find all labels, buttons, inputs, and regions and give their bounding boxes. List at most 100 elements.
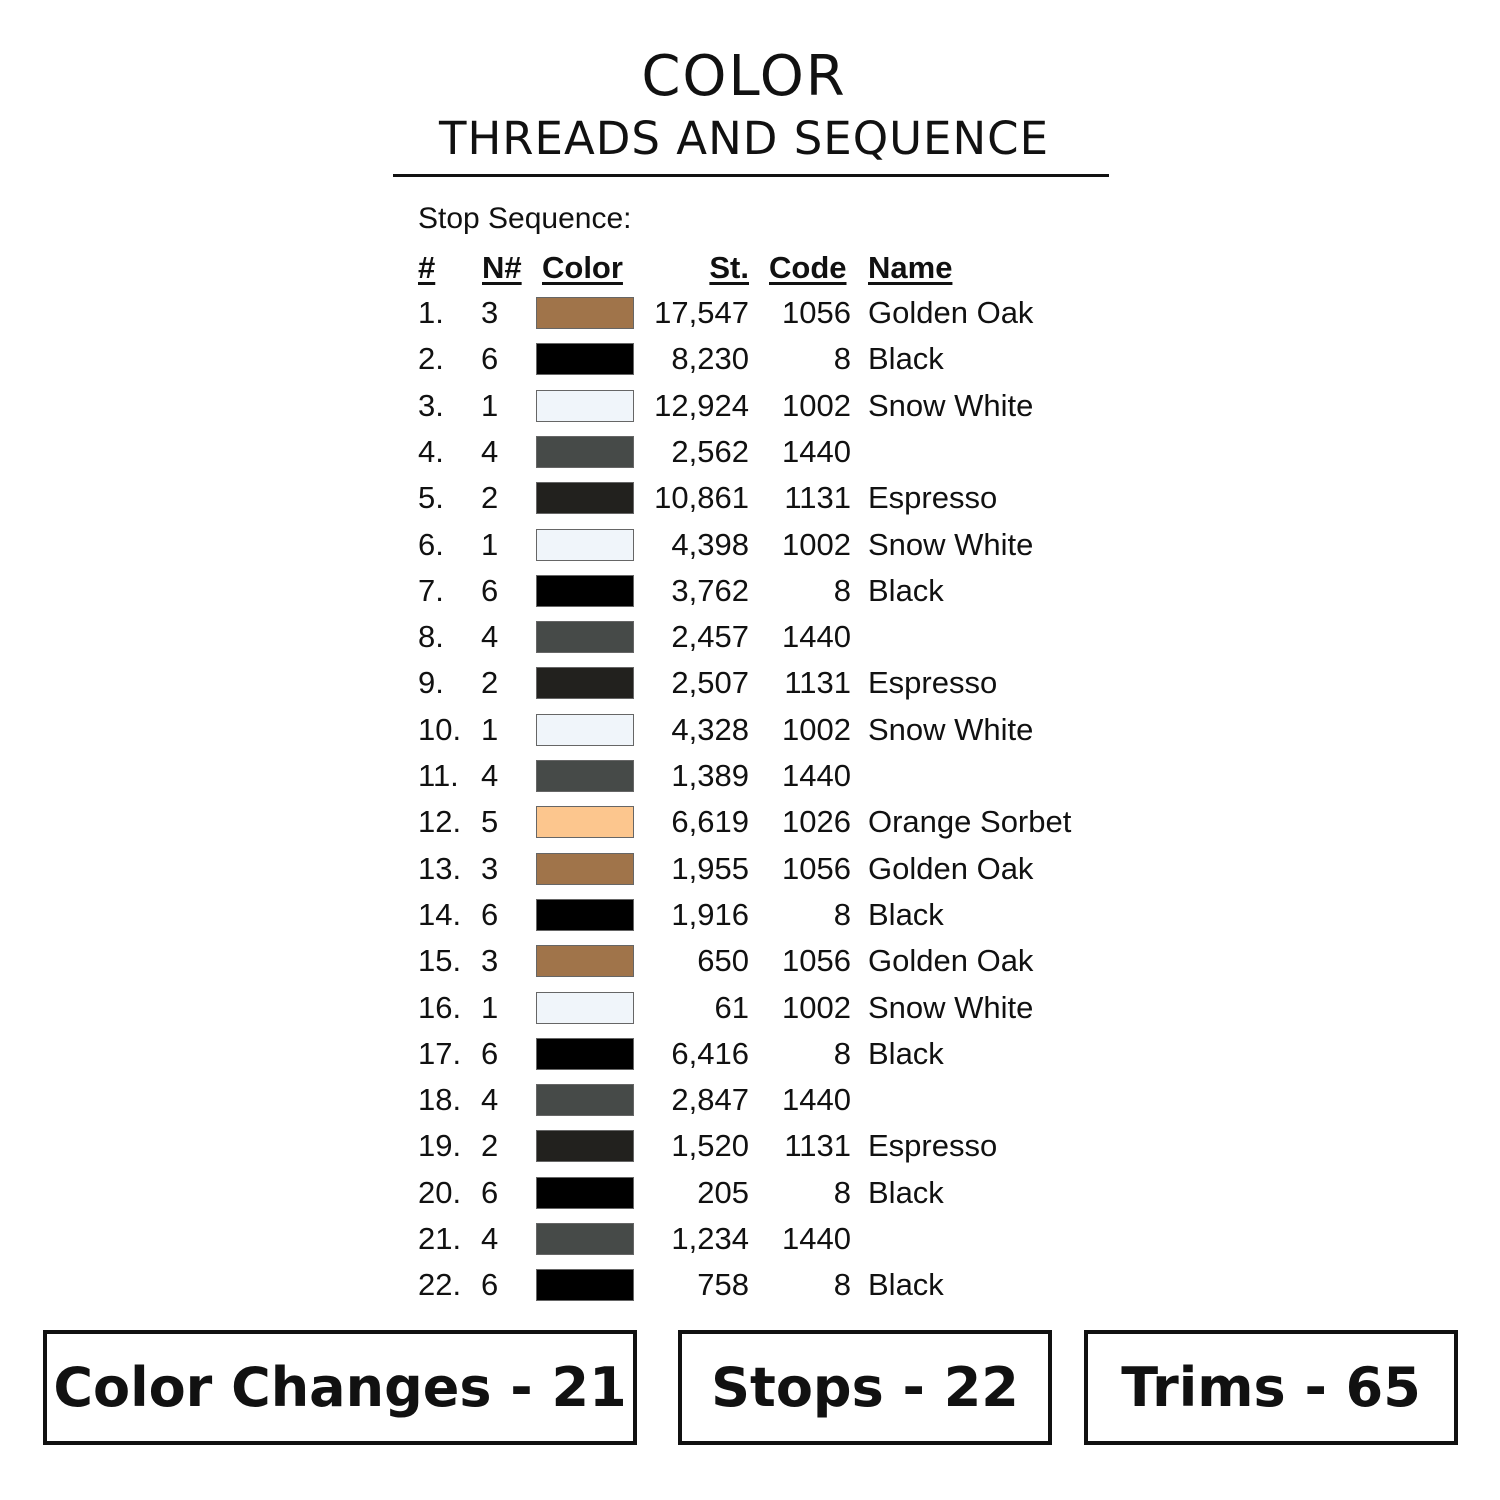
stitch-count: 2,562 bbox=[671, 433, 749, 469]
needle-number: 6 bbox=[481, 1035, 499, 1071]
color-swatch bbox=[536, 1269, 634, 1302]
thread-code: 1440 bbox=[782, 433, 851, 469]
stitch-count: 10,861 bbox=[654, 480, 749, 516]
stops-box: Stops - 22 bbox=[678, 1330, 1052, 1445]
row-number: 4. bbox=[418, 433, 444, 469]
color-swatch bbox=[536, 898, 634, 931]
color-swatch bbox=[536, 528, 634, 561]
row-number: 18. bbox=[418, 1082, 462, 1118]
stitch-count: 6,416 bbox=[671, 1035, 749, 1071]
needle-number: 1 bbox=[481, 526, 499, 562]
stitch-count: 4,398 bbox=[671, 526, 749, 562]
thread-name: Snow White bbox=[868, 989, 1034, 1025]
thread-code: 8 bbox=[833, 572, 851, 608]
thread-name: Black bbox=[868, 1035, 944, 1071]
row-number: 10. bbox=[418, 711, 462, 747]
stitch-count: 2,507 bbox=[671, 665, 749, 701]
stitch-count: 6,619 bbox=[671, 804, 749, 840]
thread-code: 1440 bbox=[782, 1082, 851, 1118]
stitch-count: 205 bbox=[697, 1174, 749, 1210]
color-swatch bbox=[536, 806, 634, 839]
color-swatch bbox=[536, 760, 634, 792]
stitch-count: 1,916 bbox=[671, 896, 749, 932]
thread-name: Espresso bbox=[868, 480, 998, 516]
needle-number: 2 bbox=[481, 480, 499, 516]
needle-number: 6 bbox=[481, 341, 499, 377]
header-stitches: St. bbox=[709, 250, 749, 285]
row-number: 21. bbox=[418, 1221, 462, 1256]
stitch-count: 2,457 bbox=[671, 619, 749, 655]
row-number: 2. bbox=[418, 341, 444, 377]
row-number: 13. bbox=[418, 850, 462, 886]
header-name: Name bbox=[868, 250, 953, 285]
needle-number: 4 bbox=[481, 758, 499, 793]
needle-number: 4 bbox=[481, 1082, 499, 1118]
row-number: 22. bbox=[418, 1267, 462, 1303]
needle-number: 6 bbox=[481, 1267, 499, 1303]
stitch-count: 61 bbox=[714, 989, 749, 1025]
needle-number: 2 bbox=[481, 665, 499, 701]
color-swatch bbox=[536, 435, 634, 468]
stitch-count: 1,389 bbox=[671, 758, 749, 793]
thread-name: Black bbox=[868, 1267, 944, 1303]
color-swatch bbox=[536, 667, 634, 700]
stitch-count: 1,234 bbox=[671, 1221, 749, 1256]
row-number: 15. bbox=[418, 943, 462, 979]
row-number: 8. bbox=[418, 619, 444, 655]
thread-name: Black bbox=[868, 1174, 944, 1210]
needle-number: 4 bbox=[481, 433, 499, 469]
color-swatch bbox=[536, 297, 634, 329]
needle-number: 1 bbox=[481, 387, 499, 423]
color-swatch bbox=[536, 1084, 634, 1117]
color-swatch bbox=[536, 621, 634, 654]
color-changes-box: Color Changes - 21 bbox=[43, 1330, 637, 1445]
thread-code: 8 bbox=[833, 896, 851, 932]
thread-name: Golden Oak bbox=[868, 850, 1034, 886]
needle-number: 3 bbox=[481, 850, 499, 886]
stitch-count: 4,328 bbox=[671, 711, 749, 747]
needle-number: 4 bbox=[481, 1221, 499, 1256]
header-color: Color bbox=[542, 250, 623, 285]
needle-number: 6 bbox=[481, 896, 499, 932]
thread-code: 1440 bbox=[782, 1221, 851, 1256]
thread-name: Snow White bbox=[868, 387, 1034, 423]
thread-name: Black bbox=[868, 341, 944, 377]
header-n: N# bbox=[482, 250, 522, 285]
color-swatch bbox=[536, 1176, 634, 1209]
thread-name: Espresso bbox=[868, 1128, 998, 1164]
thread-code: 1131 bbox=[784, 665, 851, 701]
thread-name: Snow White bbox=[868, 711, 1034, 747]
color-swatch bbox=[536, 991, 634, 1024]
needle-number: 2 bbox=[481, 1128, 499, 1164]
trims-box: Trims - 65 bbox=[1084, 1330, 1458, 1445]
thread-code: 8 bbox=[833, 1267, 851, 1303]
stitch-count: 650 bbox=[697, 943, 749, 979]
stitch-count: 8,230 bbox=[671, 341, 749, 377]
color-swatch bbox=[536, 1037, 634, 1070]
thread-name: Golden Oak bbox=[868, 295, 1034, 330]
thread-code: 1002 bbox=[782, 387, 851, 423]
color-swatch bbox=[536, 343, 634, 376]
row-number: 17. bbox=[418, 1035, 462, 1071]
stitch-count: 12,924 bbox=[654, 387, 749, 423]
thread-code: 8 bbox=[833, 1174, 851, 1210]
thread-name: Espresso bbox=[868, 665, 998, 701]
color-swatch bbox=[536, 1223, 634, 1255]
color-swatch bbox=[536, 945, 634, 978]
section-label: Stop Sequence: bbox=[418, 202, 632, 235]
needle-number: 3 bbox=[481, 295, 499, 330]
thread-code: 8 bbox=[833, 1035, 851, 1071]
stitch-count: 2,847 bbox=[671, 1082, 749, 1118]
thread-code: 1056 bbox=[782, 943, 851, 979]
thread-code: 1440 bbox=[782, 619, 851, 655]
needle-number: 4 bbox=[481, 619, 499, 655]
stitch-count: 758 bbox=[697, 1267, 749, 1303]
thread-name: Orange Sorbet bbox=[868, 804, 1072, 840]
thread-name: Black bbox=[868, 896, 944, 932]
row-number: 1. bbox=[418, 295, 444, 330]
needle-number: 5 bbox=[481, 804, 499, 840]
color-swatch bbox=[536, 852, 634, 885]
row-number: 9. bbox=[418, 665, 444, 701]
needle-number: 6 bbox=[481, 1174, 499, 1210]
